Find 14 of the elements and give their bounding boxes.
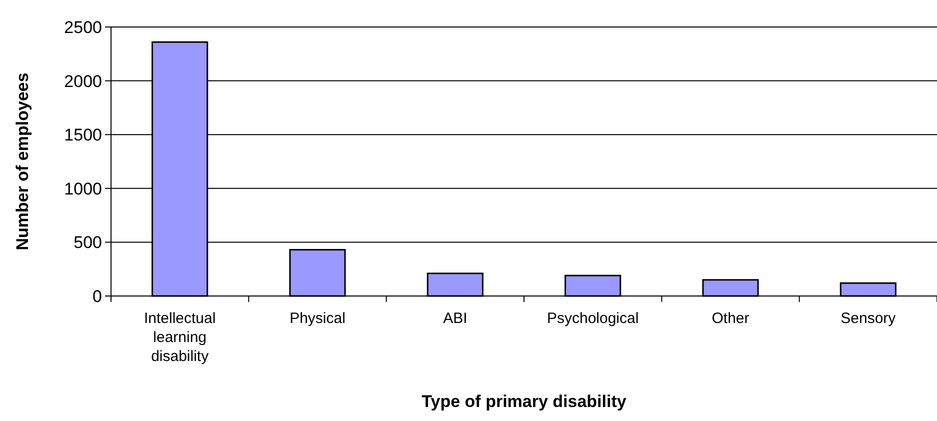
x-tick-label: Psychological: [546, 310, 639, 327]
y-axis-title: Number of employees: [13, 72, 32, 250]
x-tick-label: Physical: [290, 310, 346, 327]
x-tick-label: Sensory: [840, 310, 896, 327]
y-tick-label: 1500: [64, 126, 102, 145]
y-tick-label: 2500: [64, 18, 102, 37]
x-tick-label: ABI: [443, 310, 468, 327]
x-axis-title: Type of primary disability: [422, 392, 627, 411]
y-tick-label: 1000: [64, 179, 102, 198]
y-tick-label: 500: [74, 233, 102, 252]
y-tick-label: 0: [92, 286, 102, 306]
x-tick-label: Other: [712, 310, 750, 327]
x-tick-label: Intellectual learning disability: [144, 310, 216, 365]
y-tick-label: 2000: [64, 72, 102, 91]
